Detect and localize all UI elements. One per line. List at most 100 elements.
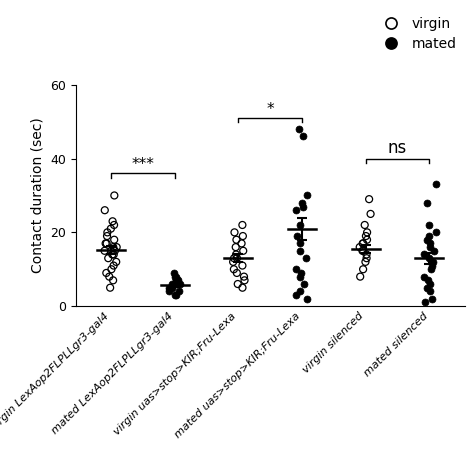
- Point: [432, 228, 439, 236]
- Point: [109, 251, 116, 258]
- Point: [239, 232, 246, 240]
- Point: [303, 192, 311, 199]
- Text: *: *: [266, 102, 274, 117]
- Point: [106, 284, 114, 292]
- Point: [230, 254, 238, 262]
- Point: [300, 133, 307, 140]
- Point: [233, 236, 240, 244]
- Point: [425, 232, 432, 240]
- Point: [101, 247, 109, 254]
- Point: [423, 236, 431, 244]
- Point: [233, 269, 241, 277]
- Point: [170, 269, 178, 277]
- Point: [172, 276, 180, 284]
- Point: [426, 288, 433, 295]
- Point: [296, 221, 304, 229]
- Point: [101, 206, 109, 214]
- Point: [426, 240, 434, 247]
- Point: [173, 276, 180, 284]
- Point: [296, 288, 304, 295]
- Point: [241, 276, 248, 284]
- Point: [356, 273, 364, 280]
- Point: [171, 273, 179, 280]
- Point: [421, 299, 429, 306]
- Point: [175, 288, 182, 295]
- Point: [363, 254, 370, 262]
- Point: [429, 258, 437, 266]
- Point: [424, 276, 431, 284]
- Point: [234, 280, 242, 288]
- Point: [112, 258, 120, 266]
- Point: [113, 244, 120, 251]
- Point: [363, 251, 370, 258]
- Point: [424, 199, 431, 207]
- Point: [292, 206, 300, 214]
- Point: [102, 240, 109, 247]
- Point: [110, 221, 118, 229]
- Point: [231, 228, 238, 236]
- Point: [359, 240, 366, 247]
- Point: [296, 273, 303, 280]
- Point: [233, 254, 241, 262]
- Point: [110, 251, 118, 258]
- Text: ns: ns: [388, 139, 407, 157]
- Point: [300, 280, 308, 288]
- Point: [296, 247, 304, 254]
- Point: [176, 280, 183, 288]
- Point: [238, 240, 246, 247]
- Point: [362, 258, 369, 266]
- Point: [169, 280, 176, 288]
- Point: [363, 228, 371, 236]
- Point: [175, 276, 182, 284]
- Point: [430, 247, 438, 254]
- Text: ***: ***: [131, 157, 154, 172]
- Point: [229, 258, 237, 266]
- Point: [106, 273, 113, 280]
- Point: [108, 266, 115, 273]
- Point: [428, 295, 436, 302]
- Point: [171, 280, 179, 288]
- Point: [425, 254, 433, 262]
- Point: [359, 266, 367, 273]
- Point: [230, 266, 237, 273]
- Point: [427, 280, 434, 288]
- Point: [361, 221, 368, 229]
- Point: [110, 192, 118, 199]
- Point: [427, 244, 434, 251]
- Point: [107, 225, 115, 233]
- Point: [363, 236, 371, 244]
- Point: [359, 247, 366, 254]
- Point: [107, 247, 115, 254]
- Point: [239, 247, 247, 254]
- Point: [238, 221, 246, 229]
- Point: [292, 291, 300, 299]
- Point: [111, 247, 118, 254]
- Point: [104, 228, 111, 236]
- Point: [302, 254, 310, 262]
- Point: [420, 251, 428, 258]
- Point: [293, 232, 301, 240]
- Point: [367, 210, 374, 218]
- Point: [103, 240, 110, 247]
- Point: [232, 251, 240, 258]
- Point: [240, 273, 248, 280]
- Point: [365, 195, 373, 203]
- Point: [420, 273, 428, 280]
- Point: [303, 295, 310, 302]
- Point: [109, 244, 117, 251]
- Point: [292, 266, 300, 273]
- Point: [428, 262, 436, 269]
- Point: [168, 284, 176, 292]
- Point: [238, 262, 246, 269]
- Point: [296, 240, 303, 247]
- Point: [165, 288, 173, 295]
- Legend: virgin, mated: virgin, mated: [372, 12, 462, 57]
- Point: [423, 284, 431, 292]
- Point: [432, 181, 439, 188]
- Point: [173, 291, 180, 299]
- Point: [359, 240, 367, 247]
- Point: [300, 203, 307, 210]
- Point: [110, 236, 118, 244]
- Point: [356, 244, 364, 251]
- Point: [299, 199, 306, 207]
